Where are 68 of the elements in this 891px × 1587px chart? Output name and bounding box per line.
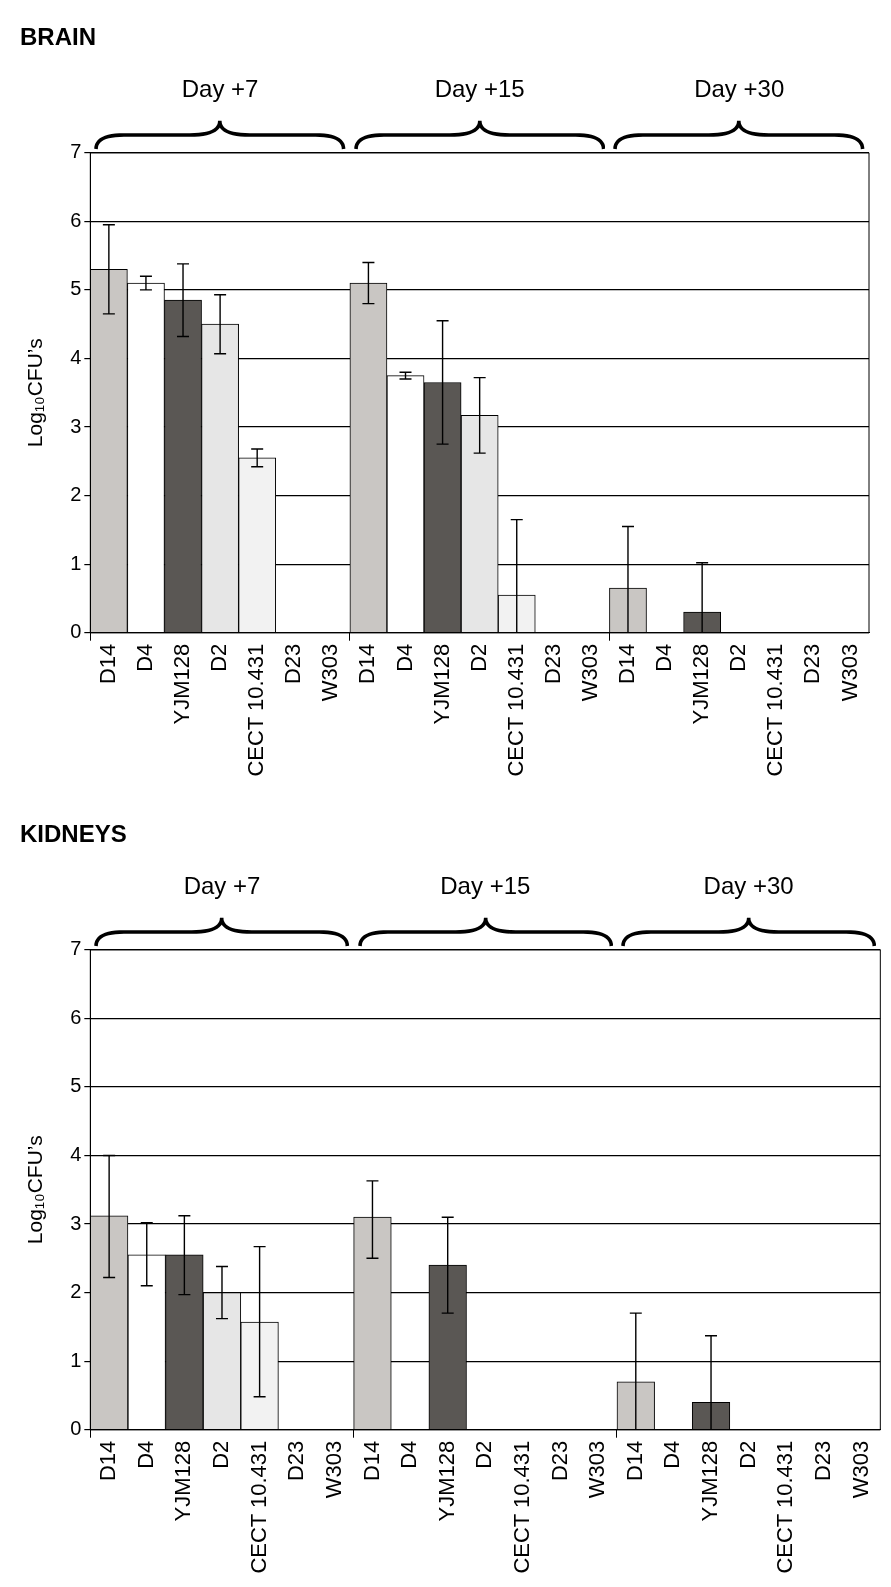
x-tick-label: CECT 10.431 <box>772 1440 798 1574</box>
text: Day +30 <box>694 75 785 103</box>
y-tick-label: 6 <box>70 1005 82 1028</box>
chart-title: BRAIN <box>20 23 96 51</box>
y-tick-label: 0 <box>70 1417 82 1440</box>
y-tick-label: 1 <box>70 1348 82 1371</box>
x-tick-label: D2 <box>471 1440 497 1469</box>
x-tick-label: D4 <box>132 1440 158 1469</box>
x-tick-label: D14 <box>614 643 640 685</box>
text: Day +7 <box>181 75 259 103</box>
x-tick-label: W303 <box>584 1440 610 1499</box>
x-tick-label: D2 <box>725 643 751 672</box>
y-tick-label: 4 <box>70 345 82 368</box>
x-tick-label: D14 <box>94 643 120 685</box>
text: Day +15 <box>434 75 525 103</box>
x-tick-label: D2 <box>208 1440 234 1469</box>
x-tick-label: D4 <box>651 643 677 672</box>
y-tick-label: 3 <box>70 414 82 437</box>
y-tick-label: 5 <box>70 277 82 300</box>
x-tick-label: D4 <box>396 1440 422 1469</box>
x-tick-label: D2 <box>465 643 491 672</box>
y-axis-title: Log₁₀CFU’s <box>23 1135 47 1245</box>
y-tick-label: 4 <box>70 1142 82 1165</box>
x-tick-label: YJM128 <box>428 643 454 725</box>
x-tick-label: YJM128 <box>170 1440 196 1522</box>
x-tick-label: D23 <box>799 643 825 685</box>
x-tick-label: D2 <box>734 1440 760 1469</box>
x-tick-label: D14 <box>354 643 380 685</box>
x-tick-label: D2 <box>206 643 232 672</box>
x-tick-label: W303 <box>317 643 343 702</box>
x-tick-label: YJM128 <box>433 1440 459 1522</box>
y-tick-label: 7 <box>70 937 82 960</box>
x-tick-label: W303 <box>576 643 602 702</box>
x-tick-label: CECT 10.431 <box>762 643 788 777</box>
x-tick-label: YJM128 <box>697 1440 723 1522</box>
y-tick-label: 7 <box>70 140 82 163</box>
chart-title: KIDNEYS <box>20 820 127 848</box>
text: Day +30 <box>703 872 794 900</box>
x-tick-label: YJM128 <box>688 643 714 725</box>
y-tick-label: 6 <box>70 208 82 231</box>
x-tick-label: YJM128 <box>169 643 195 725</box>
x-tick-label: CECT 10.431 <box>243 643 269 777</box>
x-tick-label: W303 <box>836 643 862 702</box>
text: Day +7 <box>183 872 261 900</box>
y-axis-title: Log₁₀CFU’s <box>23 338 47 448</box>
y-tick-label: 1 <box>70 551 82 574</box>
x-tick-label: D23 <box>546 1440 572 1482</box>
x-tick-label: CECT 10.431 <box>509 1440 534 1574</box>
y-tick-label: 5 <box>70 1074 82 1097</box>
x-tick-label: D14 <box>358 1440 384 1482</box>
y-tick-label: 0 <box>70 620 82 643</box>
x-tick-label: D14 <box>95 1440 121 1482</box>
x-tick-label: D23 <box>280 643 306 685</box>
x-tick-label: W303 <box>847 1440 873 1499</box>
x-tick-label: W303 <box>320 1440 346 1499</box>
x-tick-label: CECT 10.431 <box>502 643 528 777</box>
x-tick-label: D23 <box>539 643 565 685</box>
y-tick-label: 2 <box>70 1280 82 1303</box>
x-tick-label: D4 <box>659 1440 685 1469</box>
y-tick-label: 2 <box>70 483 82 506</box>
x-tick-label: D4 <box>132 643 158 672</box>
x-tick-label: D23 <box>809 1440 835 1482</box>
text: Day +15 <box>440 872 531 900</box>
x-tick-label: CECT 10.431 <box>245 1440 271 1574</box>
x-tick-label: D23 <box>283 1440 309 1482</box>
x-tick-label: D4 <box>391 643 417 672</box>
x-tick-label: D14 <box>621 1440 647 1482</box>
y-tick-label: 3 <box>70 1211 82 1234</box>
